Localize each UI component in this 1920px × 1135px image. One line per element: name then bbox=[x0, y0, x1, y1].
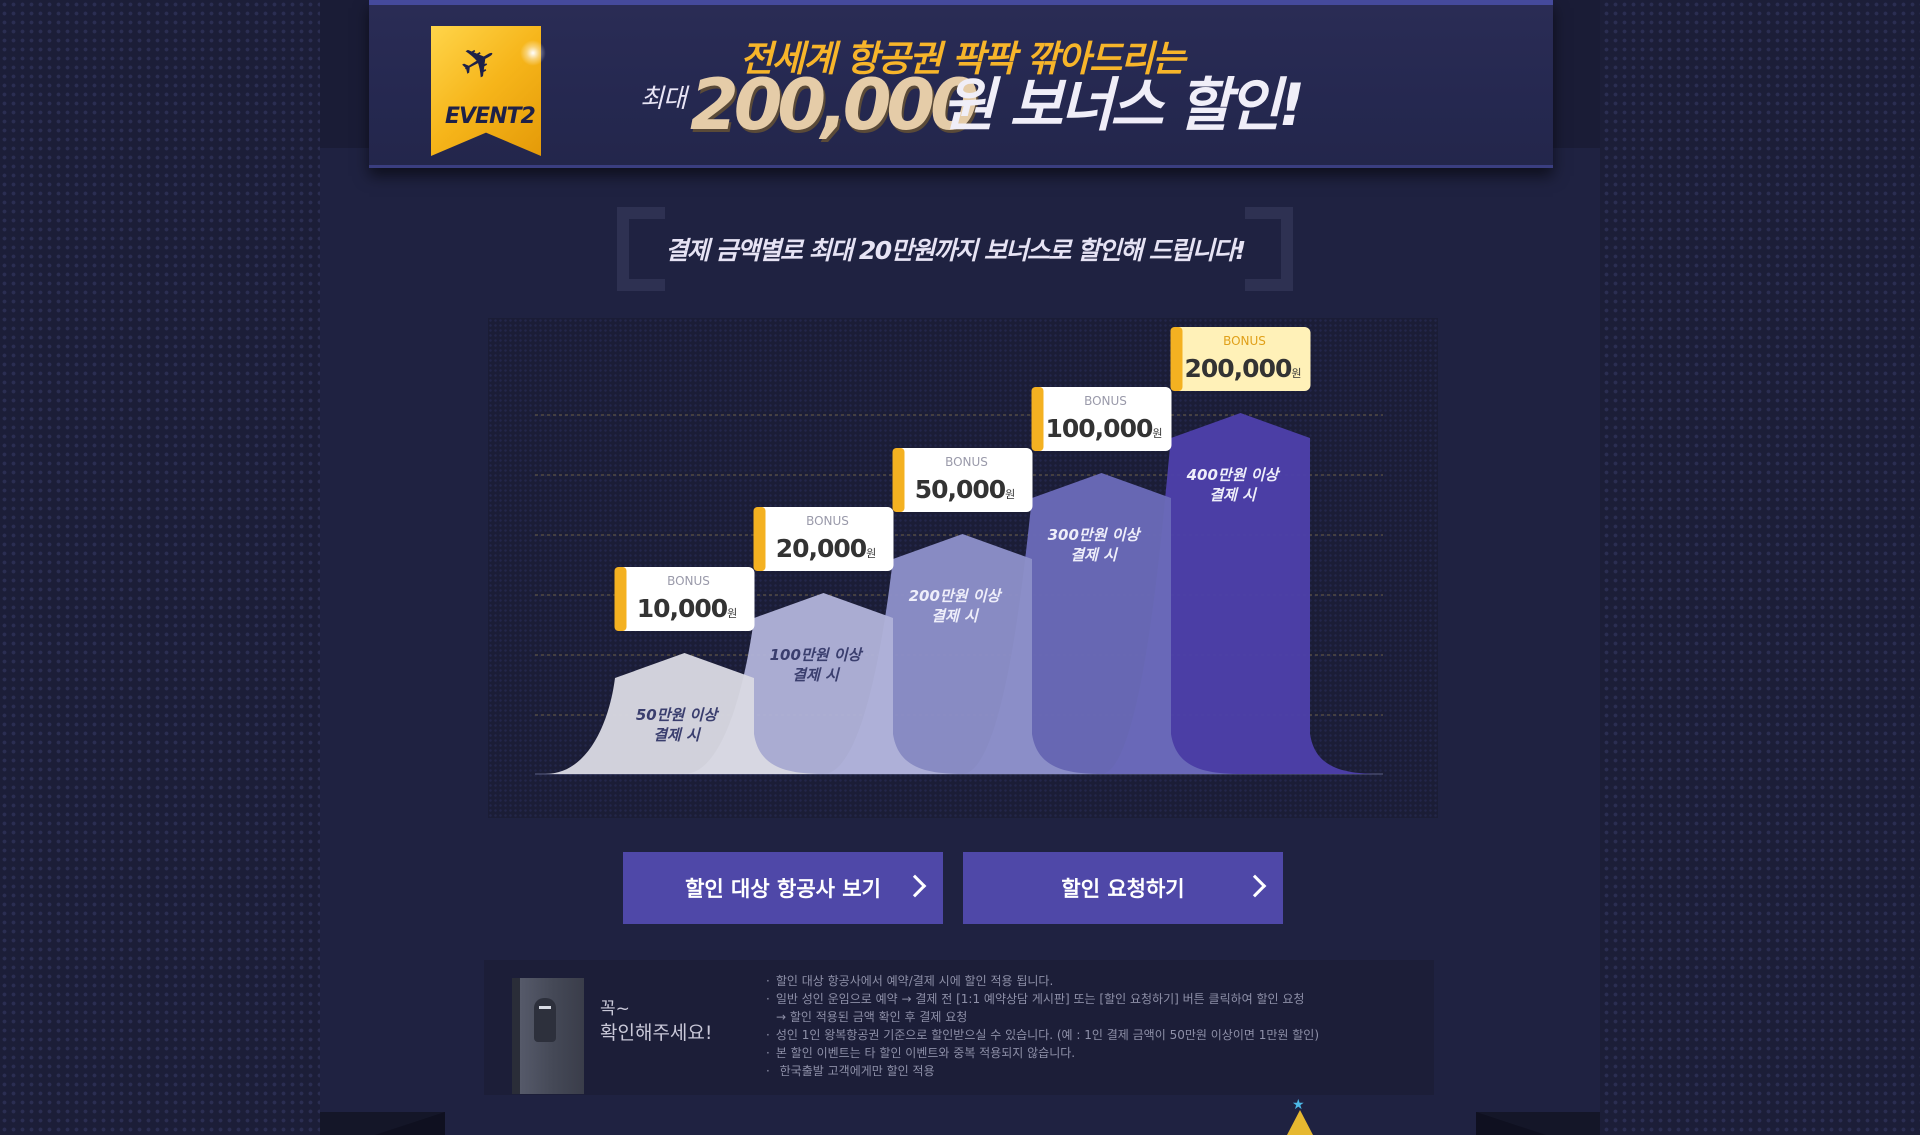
banner-headline-top: 전세계 항공권 팍팍 깎아드리는 bbox=[740, 39, 1186, 80]
chevron-right-icon bbox=[903, 874, 927, 898]
door-illustration-icon bbox=[512, 978, 584, 1094]
bonus-amount: 50,000원 bbox=[915, 475, 1015, 504]
bonus-label: BONUS bbox=[1223, 334, 1266, 348]
tier-shape bbox=[545, 653, 824, 774]
request-discount-button[interactable]: 할인 요청하기 bbox=[963, 852, 1283, 924]
chevron-right-icon bbox=[1243, 874, 1267, 898]
bonus-tag-stripe bbox=[892, 448, 905, 512]
notice-title-line1: 꼭~ bbox=[600, 999, 630, 1019]
tier-condition-suffix: 결제 시 bbox=[1070, 546, 1119, 564]
bonus-amount: 200,000원 bbox=[1185, 354, 1301, 383]
bonus-tag-stripe bbox=[614, 567, 627, 631]
bonus-tier-graphic: 400만원 이상 결제 시 300만원 이상 결제 시 200만원 이상 결제 시 100만… bbox=[488, 318, 1438, 818]
view-airlines-label: 할인 대상 항공사 보기 bbox=[685, 877, 881, 901]
bonus-tag: BONUS 200,000원 bbox=[1170, 327, 1311, 391]
bonus-unit: 원 bbox=[1152, 427, 1161, 440]
notice-item: · 할인 대상 항공사에서 예약/결제 시에 할인 적용 됩니다. bbox=[766, 974, 1054, 988]
bonus-amount: 10,000원 bbox=[637, 594, 737, 623]
request-discount-label: 할인 요청하기 bbox=[1061, 877, 1185, 901]
subtitle: 결제 금액별로 최대 20만원까지 보너스로 할인해 드립니다! bbox=[665, 236, 1246, 265]
right-bracket bbox=[1245, 207, 1293, 291]
notice-list: · 할인 대상 항공사에서 예약/결제 시에 할인 적용 됩니다. · 일반 성인 … bbox=[766, 972, 1426, 1080]
notice-title-line2: 확인해주세요! bbox=[600, 1022, 713, 1044]
bonus-tag-stripe bbox=[1031, 387, 1044, 451]
tier-condition-amount: 100만원 이상 bbox=[770, 646, 864, 664]
notice-item: · 일반 성인 운임으로 예약 → 결제 전 [1:1 예약상담 게시판] 또는 … bbox=[766, 992, 1305, 1006]
subtitle-box: 결제 금액별로 최대 20만원까지 보너스로 할인해 드립니다! bbox=[617, 207, 1293, 291]
bonus-amount: 20,000원 bbox=[776, 534, 876, 563]
notice-item: → 할인 적용된 금액 확인 후 결제 요청 bbox=[776, 1010, 968, 1024]
tier-condition-suffix: 결제 시 bbox=[653, 726, 702, 744]
bonus-tag-body bbox=[614, 567, 755, 631]
tier-condition-amount: 50만원 이상 bbox=[636, 706, 719, 724]
star-icon: ★ bbox=[1292, 1097, 1305, 1113]
bonus-label: BONUS bbox=[945, 455, 988, 469]
bonus-unit: 원 bbox=[727, 607, 736, 620]
bonus-unit: 원 bbox=[866, 547, 875, 560]
bonus-tag-stripe bbox=[1170, 327, 1183, 391]
tier-condition-amount: 300만원 이상 bbox=[1048, 526, 1142, 544]
tier-condition-amount: 200만원 이상 bbox=[909, 587, 1003, 605]
tier-condition-suffix: 결제 시 bbox=[792, 666, 841, 684]
bonus-unit: 원 bbox=[1291, 367, 1300, 380]
banner-headline-suffix: 원 보너스 할인! bbox=[942, 71, 1305, 139]
eyes-icon bbox=[539, 1006, 551, 1009]
notice-item: · 성인 1인 왕복항공권 기준으로 할인받으실 수 있습니다. (예 : 1인 … bbox=[766, 1028, 1320, 1042]
bonus-label: BONUS bbox=[1084, 394, 1127, 408]
banner-headline-prefix: 최대 bbox=[640, 84, 687, 114]
notice-item: · 본 할인 이벤트는 타 할인 이벤트와 중복 적용되지 않습니다. bbox=[766, 1046, 1076, 1060]
bonus-tag-stripe bbox=[753, 507, 766, 571]
bonus-tag-body bbox=[1170, 327, 1311, 391]
bonus-tag: BONUS 20,000원 bbox=[753, 507, 894, 571]
event-label: EVENT2 bbox=[445, 104, 536, 129]
bonus-tag: BONUS 50,000원 bbox=[892, 448, 1033, 512]
bonus-tag: BONUS 10,000원 bbox=[614, 567, 755, 631]
event-banner bbox=[369, 0, 1553, 168]
banner-headline-amount: 200,000 bbox=[690, 64, 979, 146]
view-airlines-button[interactable]: 할인 대상 항공사 보기 bbox=[623, 852, 943, 924]
notice-box: 꼭~ 확인해주세요! · 할인 대상 항공사에서 예약/결제 시에 할인 적용 됩… bbox=[484, 960, 1434, 1095]
figure-icon bbox=[534, 998, 556, 1042]
bonus-unit: 원 bbox=[1005, 488, 1014, 501]
bonus-label: BONUS bbox=[806, 514, 849, 528]
sparkle-icon bbox=[520, 40, 546, 66]
bonus-tag-body bbox=[892, 448, 1033, 512]
tier-condition-amount: 400만원 이상 bbox=[1186, 466, 1281, 484]
notice-item: · 한국출발 고객에게만 할인 적용 bbox=[766, 1064, 935, 1078]
tier-condition-suffix: 결제 시 bbox=[931, 607, 980, 625]
bonus-tag-body bbox=[1031, 387, 1172, 451]
bonus-tag-body bbox=[753, 507, 894, 571]
left-bracket bbox=[617, 207, 665, 291]
tier-condition-suffix: 결제 시 bbox=[1209, 486, 1258, 504]
bonus-amount: 100,000원 bbox=[1046, 414, 1162, 443]
bonus-tag: BONUS 100,000원 bbox=[1031, 387, 1172, 451]
bonus-label: BONUS bbox=[667, 574, 710, 588]
